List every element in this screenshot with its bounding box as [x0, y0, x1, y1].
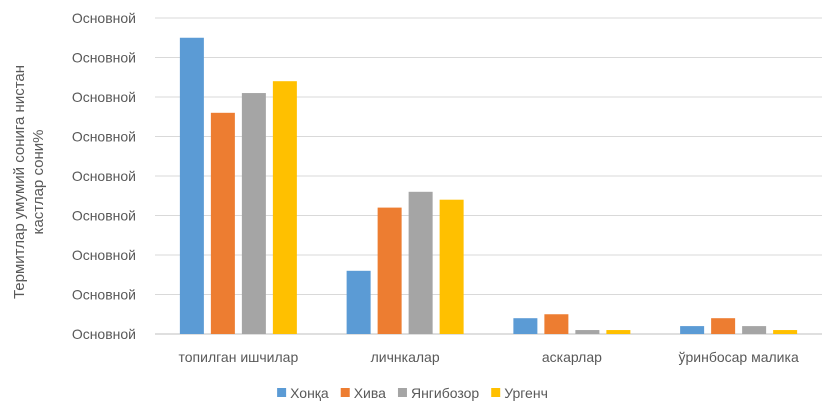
bar: [346, 270, 371, 334]
bar: [773, 330, 798, 334]
bar: [241, 93, 266, 334]
legend-label: Ургенч: [504, 385, 548, 401]
legend-label: Хива: [354, 385, 386, 401]
legend-swatch: [397, 388, 407, 397]
y-axis-tick-labels: Основной Основной Основной Основной Основной…: [72, 10, 136, 342]
y-tick-label: Основной: [72, 10, 136, 26]
bar: [439, 199, 464, 334]
y-tick-label: Основной: [72, 287, 136, 303]
legend: Хонқа Хива Янгибозор Ургенч: [277, 385, 548, 401]
x-tick-label: личнкалар: [371, 349, 440, 365]
gridlines: [155, 17, 822, 335]
y-axis-label: Термитлар умумий сонига нистан кастлар с…: [11, 65, 47, 299]
legend-label: Хонқа: [290, 385, 329, 401]
legend-swatch: [277, 388, 287, 397]
bar: [606, 330, 631, 334]
bar: [272, 81, 297, 334]
bar: [575, 330, 600, 334]
y-tick-label: Основной: [72, 89, 136, 105]
legend-label: Янгибозор: [411, 385, 479, 401]
y-tick-label: Основной: [72, 168, 136, 184]
legend-swatch: [491, 388, 501, 397]
y-tick-label: Основной: [72, 247, 136, 263]
x-tick-label: аскарлар: [542, 349, 602, 365]
y-tick-label: Основной: [72, 129, 136, 145]
bar: [408, 191, 433, 334]
x-axis-tick-labels: топилган ишчилар личнкалар аскарлар ўринбос…: [179, 349, 799, 365]
y-tick-label: Основной: [72, 208, 136, 224]
bar: [544, 314, 569, 334]
bar: [210, 112, 235, 334]
y-tick-label: Основной: [72, 50, 136, 66]
bars: [179, 37, 798, 334]
bar: [742, 326, 767, 334]
bar: [711, 318, 736, 334]
y-axis-label-line-2: кастлар сони%: [30, 130, 47, 235]
x-tick-label: топилган ишчилар: [179, 349, 299, 365]
legend-swatch: [340, 388, 350, 397]
bar: [377, 207, 402, 334]
bar: [680, 326, 705, 334]
x-tick-label: ўринбосар малика: [679, 349, 799, 365]
bar: [179, 37, 204, 334]
y-tick-label: Основной: [72, 326, 136, 342]
bar: [513, 318, 538, 334]
y-axis-label-line-1: Термитлар умумий сонига нистан: [11, 65, 28, 299]
